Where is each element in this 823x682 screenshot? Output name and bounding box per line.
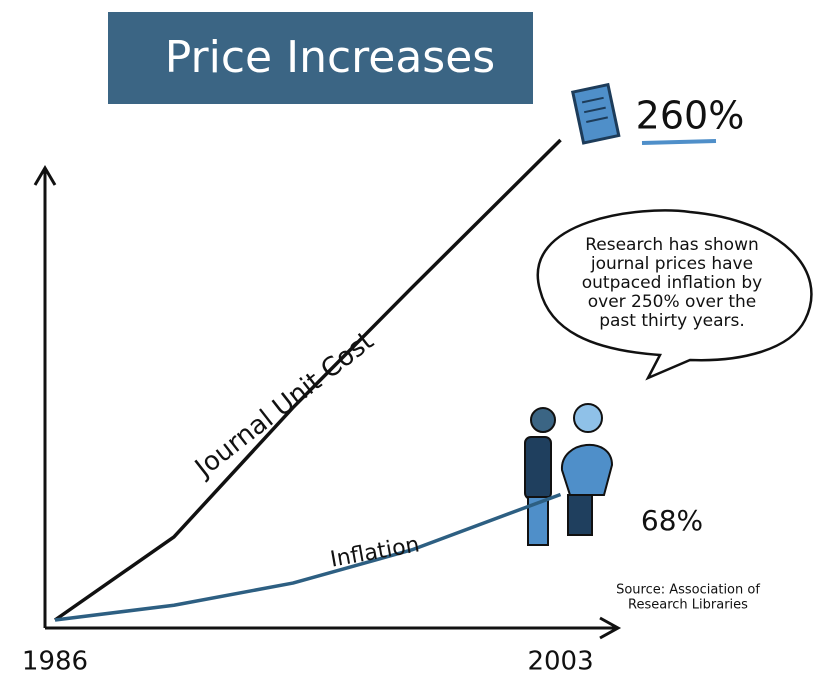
annotation: journal prices have [590, 254, 753, 274]
y-arrow [33, 165, 57, 186]
source: Research Libraries [628, 598, 748, 613]
x-arrow [599, 616, 622, 640]
value-label: 260% [636, 94, 745, 138]
x-tick-label: 1986 [22, 647, 88, 677]
speech-bubble [536, 209, 813, 381]
x-tick-label: 2003 [527, 647, 593, 677]
series-line [53, 138, 562, 622]
series-line [54, 492, 562, 622]
series-label: Inflation [328, 532, 421, 572]
journal-icon [570, 82, 621, 145]
annotation: over 250% over the [588, 292, 757, 312]
chart-title: Price Increases [165, 32, 495, 83]
people [524, 403, 614, 546]
series-label: Journal Unit Cost [188, 326, 379, 485]
annotation: outpaced inflation by [582, 273, 763, 293]
underline [641, 139, 717, 145]
annotation: past thirty years. [599, 311, 745, 331]
title-box [108, 12, 533, 104]
value-label: 68% [641, 504, 703, 537]
annotation: Research has shown [585, 235, 759, 255]
source: Source: Association of [616, 583, 760, 598]
